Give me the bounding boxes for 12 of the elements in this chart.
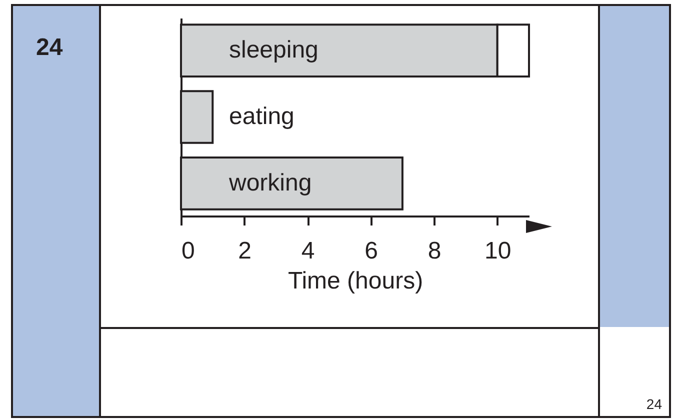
x-tick-label: 4 (301, 238, 315, 264)
x-axis-title: Time (hours) (288, 268, 424, 294)
y-tick-label: sleeping (229, 36, 318, 64)
x-tick-label: 2 (238, 238, 252, 264)
x-tick-label: 8 (428, 238, 442, 264)
x-tick-label: 6 (364, 238, 378, 264)
x-tick-label: 10 (484, 238, 512, 264)
x-tick-label: 0 (182, 238, 195, 264)
y-tick-label: eating (229, 103, 294, 130)
text: 24 (646, 396, 662, 412)
y-tick-label: working (228, 169, 312, 196)
text: 24 (36, 34, 63, 62)
